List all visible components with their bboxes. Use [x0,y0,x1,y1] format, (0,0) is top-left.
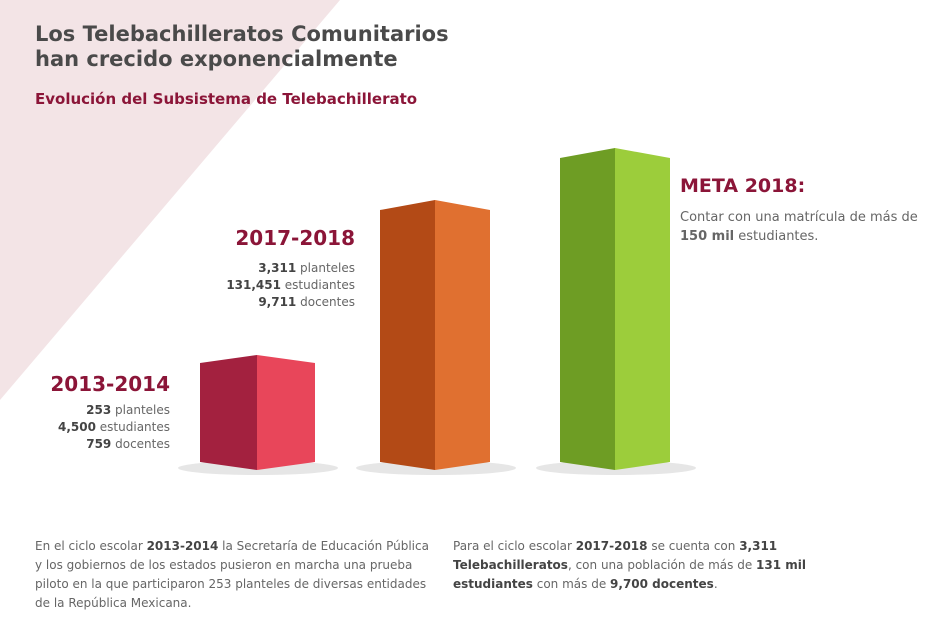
text-run: la Secretaría de Educación Pública y los… [35,539,429,610]
stat-text: docentes [300,295,355,309]
stat-line: 4,500 estudiantes [0,419,170,436]
stat-number: 9,711 [258,295,297,309]
stat-number: 131,451 [226,278,281,292]
background-triangle [0,0,340,400]
text-run: 2017-2018 [575,539,648,553]
text-run: En el ciclo escolar [35,539,147,553]
stat-text: planteles [300,261,355,275]
stat-number: 3,311 [258,261,297,275]
subtitle: Evolución del Subsistema de Telebachille… [35,90,418,108]
goal-title: META 2018: [680,175,806,197]
text-run: con más de [532,577,611,591]
stat-number: 759 [86,437,112,451]
stat-text: estudiantes [99,420,170,434]
text-run: se cuenta con [647,539,740,553]
text-run: 131 mil estudiantes [453,558,806,591]
paragraph: En el ciclo escolar 2013-2014 la Secreta… [35,537,430,613]
text-run: Contar con una matrícula de más de [680,210,918,225]
goal-text: Contar con una matrícula de más de 150 m… [680,208,942,246]
paragraph: Para el ciclo escolar 2017-2018 se cuent… [453,537,883,594]
text-run: 150 mil [680,229,735,244]
bar-right [615,148,670,470]
stat-line: 9,711 docentes [155,294,355,311]
period-stats: 3,311 planteles 131,451 estudiantes 9,711 … [155,260,355,311]
bar-left [380,200,435,470]
text-run: , con una población de más de [567,558,757,572]
text-run: 3,311 Telebachilleratos [453,539,778,572]
bar-left [200,355,257,470]
title-line: Los Telebachilleratos Comunitarios [35,22,449,46]
text-run: Para el ciclo escolar [453,539,576,553]
stat-number: 253 [86,403,112,417]
bar-right [435,200,490,470]
stat-line: 131,451 estudiantes [155,277,355,294]
text-run: 2013-2014 [146,539,219,553]
text-run: estudiantes. [734,229,819,244]
stat-text: planteles [115,403,170,417]
stat-number: 4,500 [58,420,96,434]
stat-line: 253 planteles [0,402,170,419]
text-run: 9,700 docentes [610,577,714,591]
bar-left [560,148,615,470]
stat-text: estudiantes [284,278,355,292]
title: Los Telebachilleratos Comunitarios han c… [35,22,449,72]
text-run: . [713,577,718,591]
stat-line: 759 docentes [0,436,170,453]
bar-right [257,355,315,470]
stat-text: docentes [115,437,170,451]
stat-line: 3,311 planteles [155,260,355,277]
period-stats: 253 planteles 4,500 estudiantes 759 docent… [0,402,170,453]
period-label: 2017-2018 [235,226,355,250]
title-line: han crecido exponencialmente [35,47,398,71]
period-label: 2013-2014 [50,372,170,396]
